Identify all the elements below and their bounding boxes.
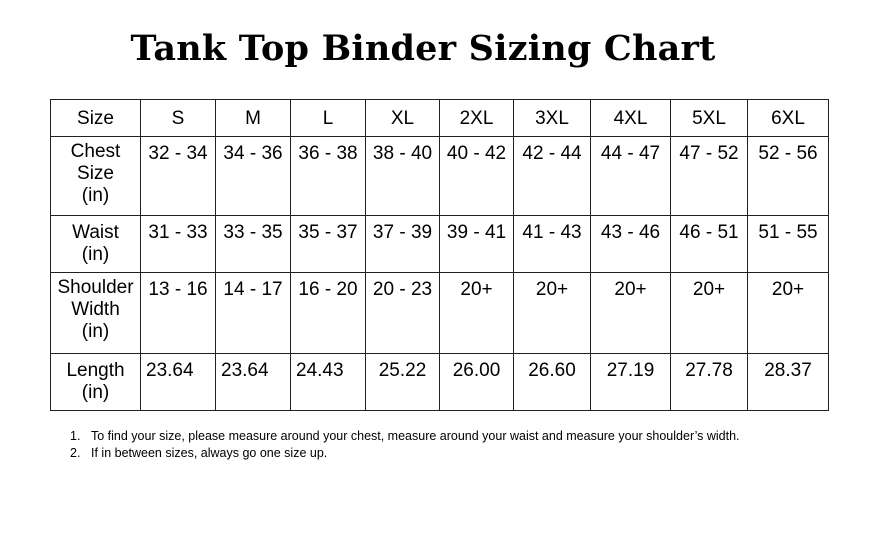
table-cell: 35 - 37 [290,215,366,273]
table-cell: 24.43 [290,353,366,411]
size-header-4xl: 4XL [590,99,671,137]
table-cell: 34 - 36 [215,136,291,216]
table-cell: 23.64 [215,353,291,411]
shoulder-row: Shoulder Width (in) 13 - 16 14 - 17 16 -… [50,272,829,354]
label-line: (in) [81,244,110,265]
table-cell: 23.64 [140,353,216,411]
table-cell: 37 - 39 [365,215,440,273]
label-line: Width [71,299,120,320]
length-row-label: Length (in) [50,353,141,411]
sizing-notes: 1. To find your size, please measure arou… [70,428,740,462]
label-line: (in) [81,382,110,403]
sizing-table: Size S M L XL 2XL 3XL 4XL 5XL 6XL Chest … [50,99,829,411]
note-number: 1. [70,429,81,443]
table-cell: 46 - 51 [670,215,748,273]
page-title: Tank Top Binder Sizing Chart [130,28,716,69]
table-cell: 42 - 44 [513,136,591,216]
table-cell: 47 - 52 [670,136,748,216]
size-header-l: L [290,99,366,137]
label-line: Length [66,360,125,381]
table-cell: 20+ [439,272,514,354]
table-cell: 25.22 [365,353,440,411]
table-cell: 26.00 [439,353,514,411]
table-cell: 28.37 [747,353,829,411]
table-cell: 14 - 17 [215,272,291,354]
table-cell: 20+ [590,272,671,354]
size-header-6xl: 6XL [747,99,829,137]
length-row: Length (in) 23.64 23.64 24.43 25.22 26.0… [50,353,829,411]
table-cell: 33 - 35 [215,215,291,273]
note-text: To find your size, please measure around… [91,429,740,443]
note-item: 1. To find your size, please measure arou… [70,428,740,445]
table-cell: 27.19 [590,353,671,411]
label-line: Shoulder [57,277,134,298]
size-header-label: Size [50,99,141,137]
table-cell: 43 - 46 [590,215,671,273]
table-cell: 51 - 55 [747,215,829,273]
table-cell: 52 - 56 [747,136,829,216]
table-cell: 20+ [670,272,748,354]
size-header-3xl: 3XL [513,99,591,137]
note-number: 2. [70,446,81,460]
size-header-xl: XL [365,99,440,137]
chest-row-label: Chest Size (in) [50,136,141,216]
table-cell: 27.78 [670,353,748,411]
table-cell: 13 - 16 [140,272,216,354]
size-header-row: Size S M L XL 2XL 3XL 4XL 5XL 6XL [50,99,829,137]
table-cell: 16 - 20 [290,272,366,354]
size-header-s: S [140,99,216,137]
table-cell: 32 - 34 [140,136,216,216]
label-line: Waist [72,222,119,243]
note-item: 2. If in between sizes, always go one siz… [70,445,740,462]
size-header-m: M [215,99,291,137]
table-cell: 39 - 41 [439,215,514,273]
table-cell: 36 - 38 [290,136,366,216]
size-header-2xl: 2XL [439,99,514,137]
chest-row: Chest Size (in) 32 - 34 34 - 36 36 - 38 … [50,136,829,216]
waist-row-label: Waist (in) [50,215,141,273]
label-line: (in) [81,321,110,342]
table-cell: 40 - 42 [439,136,514,216]
table-cell: 38 - 40 [365,136,440,216]
table-cell: 20 - 23 [365,272,440,354]
size-header-5xl: 5XL [670,99,748,137]
shoulder-row-label: Shoulder Width (in) [50,272,141,354]
table-cell: 26.60 [513,353,591,411]
label-line: (in) [81,185,110,206]
table-cell: 20+ [513,272,591,354]
note-text: If in between sizes, always go one size … [91,446,328,460]
table-cell: 44 - 47 [590,136,671,216]
table-cell: 20+ [747,272,829,354]
table-cell: 31 - 33 [140,215,216,273]
waist-row: Waist (in) 31 - 33 33 - 35 35 - 37 37 - … [50,215,829,273]
label-line: Size [77,163,114,184]
table-cell: 41 - 43 [513,215,591,273]
label-line: Chest [70,141,121,162]
